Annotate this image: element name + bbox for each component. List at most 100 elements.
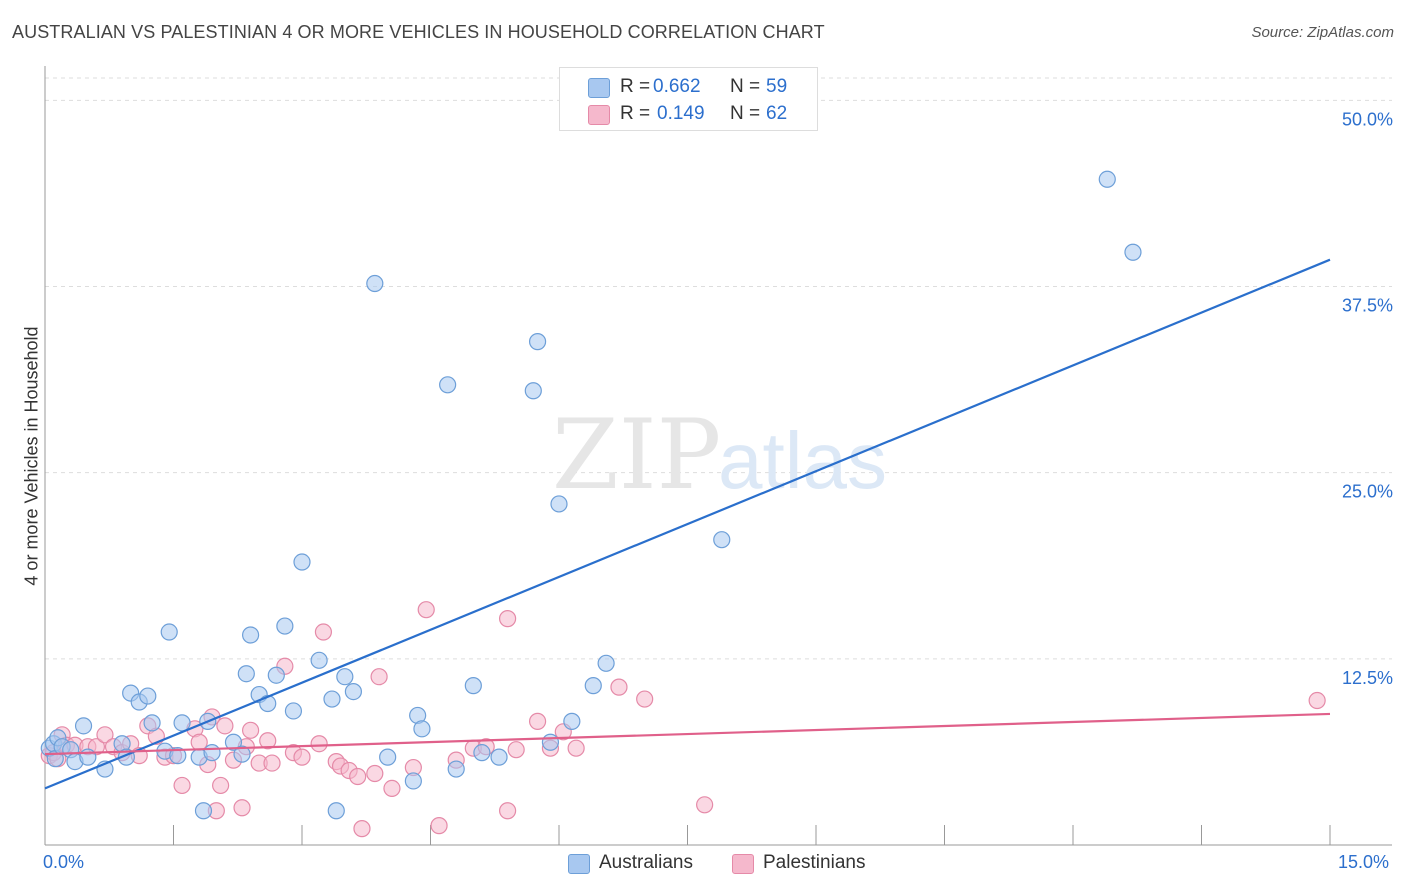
data-point <box>584 677 602 695</box>
data-point <box>1308 691 1326 710</box>
data-point <box>203 744 221 762</box>
legend-swatch-palestinians <box>588 105 610 125</box>
data-point <box>160 623 178 641</box>
data-point <box>237 665 255 683</box>
australians-trend-line <box>44 258 1331 790</box>
data-point <box>696 796 714 814</box>
correlation-legend: R = 0.662 N = 59 R = 0.149 N = 62 <box>559 67 818 131</box>
data-point <box>190 733 208 751</box>
data-point <box>259 732 277 750</box>
data-point <box>1124 243 1142 261</box>
x-tick-label-min: 0.0% <box>43 852 85 872</box>
y-tick-label: 12.5% <box>1342 668 1393 688</box>
legend-r-label: R = <box>620 103 651 124</box>
grid-lines <box>45 77 1392 660</box>
y-tick-label: 25.0% <box>1342 482 1393 502</box>
data-point <box>370 668 388 686</box>
australians-points <box>40 170 1142 820</box>
data-point <box>173 776 191 795</box>
data-point <box>610 678 628 696</box>
legend-n-label: N = <box>730 103 761 124</box>
data-point <box>563 712 581 730</box>
data-point <box>293 553 311 571</box>
data-point <box>344 682 362 701</box>
legend-r-value: 0.662 <box>653 76 701 97</box>
data-point <box>293 748 311 766</box>
data-point <box>473 744 491 762</box>
data-point <box>404 772 422 790</box>
data-point <box>263 754 281 772</box>
data-point <box>212 776 230 795</box>
data-point <box>314 623 333 641</box>
data-point <box>528 333 547 351</box>
data-point <box>349 767 367 786</box>
data-point <box>499 610 517 628</box>
data-point <box>323 690 341 708</box>
data-point <box>597 654 615 672</box>
data-point <box>447 760 465 778</box>
data-point <box>327 802 345 820</box>
legend-swatch-australians <box>588 78 610 98</box>
data-point <box>310 735 328 753</box>
watermark-atlas: atlas <box>718 416 887 505</box>
data-point <box>383 779 401 798</box>
legend-label-australians: Australians <box>599 852 693 873</box>
data-point <box>169 747 187 765</box>
legend-row-australians: R = 0.662 N = 59 <box>560 74 817 100</box>
data-point <box>490 748 508 766</box>
y-tick-labels: 12.5% 25.0% 37.5% 50.0% <box>1342 109 1393 687</box>
data-point <box>74 717 93 735</box>
legend-n-label: N = <box>730 76 761 97</box>
watermark-zip: ZIP <box>552 399 721 511</box>
data-point <box>1098 170 1116 188</box>
data-point <box>242 721 260 739</box>
data-point <box>173 714 191 732</box>
data-point <box>507 741 525 759</box>
data-point <box>713 531 731 549</box>
data-point <box>336 668 354 686</box>
palestinians-trend-line <box>44 712 1331 756</box>
legend-row-palestinians: R = 0.149 N = 62 <box>560 101 817 127</box>
legend-r-value: 0.149 <box>657 103 705 124</box>
x-tick-label-max: 15.0% <box>1338 852 1390 872</box>
data-point <box>550 495 568 513</box>
data-point <box>139 687 157 705</box>
data-point <box>524 382 542 400</box>
data-point <box>366 764 384 783</box>
data-point <box>233 745 251 763</box>
data-point <box>79 748 97 766</box>
legend-swatch-australians <box>568 854 590 874</box>
legend-n-value: 59 <box>766 76 788 97</box>
chart-title: AUSTRALIAN VS PALESTINIAN 4 OR MORE VEHI… <box>12 22 825 42</box>
watermark: ZIP atlas <box>552 399 887 511</box>
data-point <box>430 817 448 835</box>
y-axis-title: 4 or more Vehicles in Household <box>21 326 42 586</box>
data-point <box>439 376 457 394</box>
data-point <box>216 717 234 735</box>
data-point <box>353 820 371 838</box>
data-point <box>96 726 114 744</box>
data-point <box>636 690 654 708</box>
y-tick-label: 50.0% <box>1342 109 1393 129</box>
data-point <box>413 720 431 738</box>
data-point <box>310 651 328 669</box>
legend-label-palestinians: Palestinians <box>763 852 866 873</box>
legend-n-value: 62 <box>766 103 788 124</box>
data-point <box>541 733 560 751</box>
data-point <box>528 712 547 730</box>
trend-lines <box>44 258 1331 790</box>
data-point <box>379 748 397 766</box>
data-point <box>276 617 294 635</box>
data-point <box>499 802 517 820</box>
data-point <box>224 733 243 751</box>
legend-swatch-palestinians <box>732 854 754 874</box>
data-point <box>567 739 585 757</box>
data-point <box>242 626 260 644</box>
data-point <box>366 274 384 293</box>
data-point <box>284 702 303 720</box>
data-point <box>417 601 435 619</box>
data-point <box>143 714 161 732</box>
data-point <box>233 799 251 817</box>
axes <box>44 66 1392 846</box>
